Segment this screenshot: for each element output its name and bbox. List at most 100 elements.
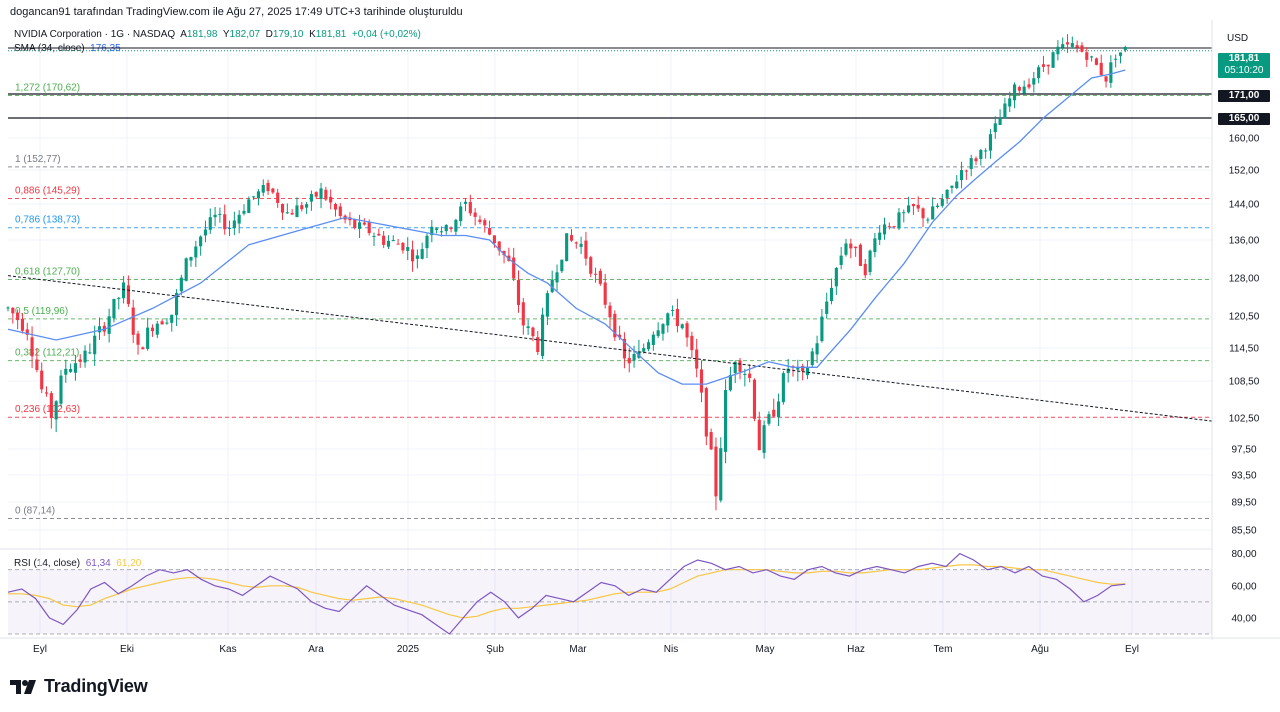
symbol-name[interactable]: NVIDIA Corporation · 1G · NASDAQ bbox=[14, 29, 176, 40]
candle-body bbox=[324, 189, 328, 200]
high-value: 182,07 bbox=[229, 29, 261, 40]
candle-body bbox=[247, 199, 251, 213]
candle-body bbox=[73, 363, 77, 373]
y-tick-label: 108,50 bbox=[1229, 377, 1260, 388]
candle-body bbox=[642, 348, 646, 352]
candle-body bbox=[290, 212, 294, 215]
candle-body bbox=[574, 242, 578, 244]
candle-body bbox=[406, 247, 410, 251]
trendline bbox=[7, 275, 1213, 422]
candle-body bbox=[435, 228, 439, 231]
candle-body bbox=[35, 359, 39, 371]
candle-body bbox=[1012, 84, 1017, 101]
candle-body bbox=[560, 259, 564, 272]
candle-body bbox=[150, 327, 155, 332]
candle-body bbox=[964, 170, 968, 172]
candle-body bbox=[926, 219, 930, 221]
candle-body bbox=[545, 293, 549, 317]
candle-body bbox=[223, 214, 227, 230]
candle-body bbox=[868, 250, 872, 273]
candle-body bbox=[463, 201, 468, 204]
candle-body bbox=[1114, 58, 1118, 60]
candle-body bbox=[1123, 46, 1127, 51]
candle-body bbox=[141, 347, 145, 350]
candle-body bbox=[709, 432, 713, 450]
rsi-line bbox=[7, 552, 1126, 635]
y-tick-label: 102,50 bbox=[1229, 414, 1260, 425]
rsi-y-tick-label: 60,00 bbox=[1231, 581, 1256, 592]
candle-body bbox=[83, 350, 87, 363]
candle-body bbox=[473, 212, 477, 217]
candle-body bbox=[516, 280, 521, 306]
candle-body bbox=[656, 330, 660, 336]
candle-body bbox=[632, 354, 636, 361]
candle-body bbox=[69, 369, 73, 372]
candle-body bbox=[117, 297, 121, 299]
candle-body bbox=[940, 198, 944, 206]
x-tick-label: Nis bbox=[664, 644, 678, 655]
candle-body bbox=[362, 222, 366, 225]
candle-body bbox=[897, 212, 901, 229]
bar-countdown: 05:10:20 bbox=[1224, 65, 1264, 76]
candle-body bbox=[589, 257, 593, 274]
y-tick-label: 128,00 bbox=[1229, 274, 1260, 285]
chart-snapshot-caption: dogancan91 tarafından TradingView.com il… bbox=[10, 6, 463, 18]
candle-body bbox=[1085, 52, 1089, 60]
candle-body bbox=[377, 233, 381, 236]
low-value: 179,10 bbox=[272, 29, 304, 40]
rsi-value: 61,34 bbox=[85, 558, 111, 569]
candle-body bbox=[555, 272, 559, 283]
rsi-ma-line bbox=[8, 564, 1126, 619]
candle-body bbox=[781, 373, 785, 403]
candle-body bbox=[468, 202, 472, 214]
candle-body bbox=[690, 335, 694, 351]
currency-label[interactable]: USD bbox=[1227, 33, 1249, 44]
candle-body bbox=[955, 181, 959, 189]
candle-body bbox=[396, 243, 400, 245]
candle-body bbox=[603, 282, 607, 305]
candle-body bbox=[738, 360, 742, 372]
candle-body bbox=[1032, 78, 1036, 85]
sma-line bbox=[7, 69, 1126, 385]
candle-body bbox=[20, 318, 25, 331]
candle-body bbox=[300, 205, 304, 210]
candle-body bbox=[849, 243, 853, 249]
high-label: Y bbox=[222, 29, 230, 40]
candle-body bbox=[695, 349, 699, 369]
candle-body bbox=[367, 221, 371, 234]
candle-body bbox=[295, 205, 299, 218]
candle-body bbox=[59, 375, 63, 404]
candle-body bbox=[714, 446, 718, 497]
last-price-tag: 181,81 05:10:20 bbox=[1218, 53, 1270, 78]
candle-body bbox=[1099, 62, 1103, 76]
candle-body bbox=[1104, 76, 1108, 82]
open-label: A bbox=[180, 29, 187, 40]
rsi-legend[interactable]: RSI (14, close) 61,34 61,20 bbox=[14, 558, 141, 569]
candle-body bbox=[1065, 42, 1070, 45]
y-tick-label: 120,50 bbox=[1229, 312, 1260, 323]
candle-body bbox=[386, 240, 391, 247]
candle-body bbox=[425, 235, 429, 249]
candle-body bbox=[767, 414, 771, 424]
candle-body bbox=[805, 367, 810, 376]
candle-body bbox=[1041, 64, 1046, 67]
candle-body bbox=[801, 366, 805, 372]
candle-body bbox=[122, 282, 126, 299]
y-tick-label: 85,50 bbox=[1231, 526, 1256, 537]
candle-body bbox=[907, 205, 911, 213]
candle-body bbox=[661, 324, 665, 334]
candle-body bbox=[921, 208, 925, 219]
candle-body bbox=[945, 189, 949, 198]
x-tick-label: Eyl bbox=[1125, 644, 1139, 655]
candle-body bbox=[266, 182, 270, 192]
fib-level-label: 0 (87,14) bbox=[15, 506, 55, 517]
candle-body bbox=[810, 351, 814, 366]
tradingview-logo: TradingView bbox=[10, 676, 148, 697]
candle-body bbox=[666, 313, 670, 326]
candle-body bbox=[820, 316, 824, 342]
x-tick-label: Şub bbox=[486, 644, 504, 655]
candle-body bbox=[439, 231, 444, 233]
candle-body bbox=[305, 204, 309, 208]
candle-body bbox=[276, 192, 280, 203]
